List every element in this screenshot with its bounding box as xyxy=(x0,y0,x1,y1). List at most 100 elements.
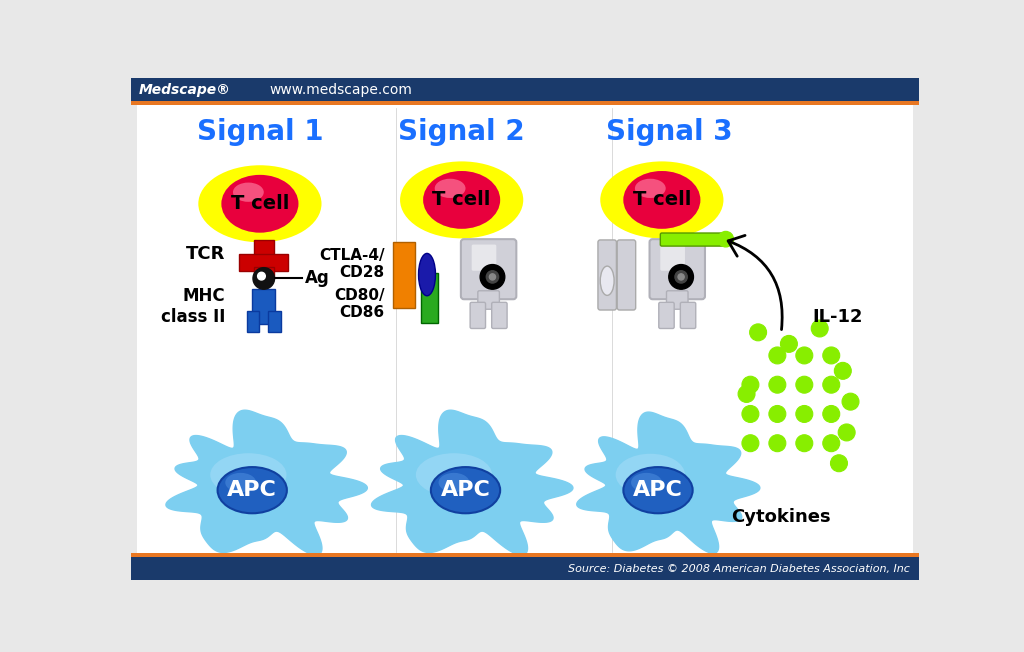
Ellipse shape xyxy=(649,484,667,496)
Ellipse shape xyxy=(431,467,500,513)
Ellipse shape xyxy=(440,185,483,215)
Bar xyxy=(131,554,920,557)
Text: Signal 2: Signal 2 xyxy=(398,118,525,146)
Ellipse shape xyxy=(624,467,692,513)
Circle shape xyxy=(835,363,851,379)
Ellipse shape xyxy=(248,487,257,493)
Circle shape xyxy=(769,376,785,393)
Text: APC: APC xyxy=(440,480,490,500)
Circle shape xyxy=(769,406,785,422)
FancyArrowPatch shape xyxy=(728,235,782,329)
Ellipse shape xyxy=(600,162,724,239)
Ellipse shape xyxy=(624,171,700,229)
Bar xyxy=(131,557,920,580)
Circle shape xyxy=(823,435,840,452)
Ellipse shape xyxy=(217,467,287,513)
Ellipse shape xyxy=(457,484,474,496)
Ellipse shape xyxy=(641,185,683,215)
Ellipse shape xyxy=(631,473,662,492)
FancyBboxPatch shape xyxy=(268,311,281,333)
Ellipse shape xyxy=(210,453,287,496)
Ellipse shape xyxy=(419,254,435,296)
Circle shape xyxy=(258,273,265,280)
Ellipse shape xyxy=(233,184,287,224)
Ellipse shape xyxy=(628,470,688,511)
Ellipse shape xyxy=(240,482,265,499)
FancyBboxPatch shape xyxy=(492,303,507,329)
Ellipse shape xyxy=(635,179,666,198)
Ellipse shape xyxy=(443,476,487,505)
Text: APC: APC xyxy=(227,480,278,500)
Text: Signal 1: Signal 1 xyxy=(197,118,324,146)
Circle shape xyxy=(742,406,759,422)
Ellipse shape xyxy=(199,165,322,243)
Ellipse shape xyxy=(635,180,689,220)
Ellipse shape xyxy=(446,189,477,211)
Circle shape xyxy=(796,347,813,364)
FancyBboxPatch shape xyxy=(421,273,438,323)
FancyBboxPatch shape xyxy=(247,311,259,333)
Ellipse shape xyxy=(227,179,293,228)
Ellipse shape xyxy=(416,453,493,496)
Circle shape xyxy=(742,376,759,393)
FancyBboxPatch shape xyxy=(240,254,289,271)
Ellipse shape xyxy=(632,473,684,507)
FancyBboxPatch shape xyxy=(252,289,275,324)
Text: Medscape®: Medscape® xyxy=(138,83,230,96)
Circle shape xyxy=(811,320,828,337)
Ellipse shape xyxy=(239,188,282,219)
Circle shape xyxy=(678,274,684,280)
Ellipse shape xyxy=(453,482,478,499)
FancyBboxPatch shape xyxy=(254,240,273,267)
Ellipse shape xyxy=(645,482,671,499)
Ellipse shape xyxy=(641,479,676,502)
FancyBboxPatch shape xyxy=(461,239,516,299)
Text: T cell: T cell xyxy=(230,194,289,213)
Bar xyxy=(131,78,920,101)
FancyBboxPatch shape xyxy=(667,291,688,309)
Ellipse shape xyxy=(225,473,256,492)
Ellipse shape xyxy=(461,487,470,493)
Ellipse shape xyxy=(217,467,287,513)
Circle shape xyxy=(742,435,759,452)
Circle shape xyxy=(796,376,813,393)
Ellipse shape xyxy=(646,189,677,211)
Ellipse shape xyxy=(222,470,283,511)
Circle shape xyxy=(830,455,848,471)
Ellipse shape xyxy=(435,180,488,220)
Polygon shape xyxy=(577,412,760,554)
Circle shape xyxy=(489,274,496,280)
Circle shape xyxy=(253,268,274,289)
Ellipse shape xyxy=(244,484,261,496)
Ellipse shape xyxy=(624,171,700,229)
Ellipse shape xyxy=(431,181,493,219)
Ellipse shape xyxy=(652,194,672,206)
Circle shape xyxy=(738,385,755,402)
Circle shape xyxy=(750,324,767,341)
Bar xyxy=(131,101,920,105)
Circle shape xyxy=(823,406,840,422)
Ellipse shape xyxy=(452,194,471,206)
Ellipse shape xyxy=(429,175,495,224)
Text: Source: Diabetes © 2008 American Diabetes Association, Inc: Source: Diabetes © 2008 American Diabete… xyxy=(568,564,909,574)
Circle shape xyxy=(823,376,840,393)
Circle shape xyxy=(823,347,840,364)
Text: www.medscape.com: www.medscape.com xyxy=(269,83,412,96)
Ellipse shape xyxy=(438,473,469,492)
Ellipse shape xyxy=(400,162,523,239)
Ellipse shape xyxy=(226,473,279,507)
Ellipse shape xyxy=(653,487,663,493)
FancyBboxPatch shape xyxy=(658,303,674,329)
Circle shape xyxy=(480,265,505,289)
Ellipse shape xyxy=(229,185,291,223)
FancyBboxPatch shape xyxy=(660,244,685,271)
Ellipse shape xyxy=(631,181,692,219)
Ellipse shape xyxy=(439,473,492,507)
Circle shape xyxy=(769,435,785,452)
Ellipse shape xyxy=(221,175,298,233)
FancyBboxPatch shape xyxy=(393,243,415,308)
Text: IL-12: IL-12 xyxy=(812,308,862,326)
Polygon shape xyxy=(166,410,368,555)
Ellipse shape xyxy=(624,467,692,513)
Circle shape xyxy=(669,265,693,289)
